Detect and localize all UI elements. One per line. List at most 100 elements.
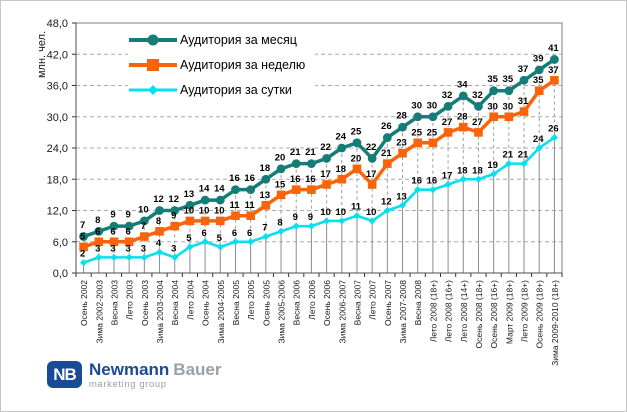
data-point-marker [155, 206, 164, 215]
logo-tagline: marketing group [89, 379, 167, 390]
svg-text:36,0: 36,0 [47, 81, 68, 93]
data-point-marker [382, 133, 392, 142]
data-point-marker [398, 148, 407, 158]
data-point-marker [337, 174, 347, 184]
svg-text:5: 5 [80, 231, 86, 242]
svg-text:6: 6 [201, 228, 206, 239]
data-point-marker [413, 112, 423, 122]
svg-text:20: 20 [351, 153, 362, 164]
data-point-marker [337, 143, 347, 153]
svg-text:26: 26 [548, 124, 559, 135]
svg-text:9: 9 [110, 210, 115, 221]
data-point-marker [291, 159, 301, 169]
svg-text:30,0: 30,0 [47, 112, 68, 124]
data-point-marker [109, 237, 119, 247]
logo-name-secondary: Bauer [173, 360, 222, 379]
legend-item-1: Аудитория за неделю [128, 52, 305, 77]
data-point-marker [185, 200, 195, 210]
svg-text:10: 10 [335, 207, 346, 218]
svg-text:11: 11 [229, 200, 240, 211]
data-point-marker [352, 138, 362, 148]
data-point-marker [367, 154, 377, 163]
svg-text:Зима 2005-2006: Зима 2005-2006 [277, 280, 287, 344]
data-point-marker [519, 107, 529, 116]
svg-text:Зима 2006-2007: Зима 2006-2007 [337, 280, 347, 344]
svg-text:13: 13 [396, 191, 407, 202]
svg-text:17: 17 [366, 169, 377, 180]
svg-text:48,0: 48,0 [47, 18, 68, 30]
svg-text:6: 6 [232, 228, 237, 239]
svg-text:3: 3 [141, 243, 146, 254]
svg-text:35: 35 [503, 74, 514, 85]
data-point-marker [413, 138, 423, 148]
data-point-marker [307, 222, 316, 230]
data-point-marker [246, 211, 255, 221]
svg-text:Зима 2003-2004: Зима 2003-2004 [155, 280, 165, 344]
data-point-marker [550, 75, 559, 85]
svg-text:16: 16 [244, 173, 255, 184]
svg-text:Лето 2003: Лето 2003 [125, 280, 135, 320]
svg-text:9: 9 [171, 211, 176, 222]
data-point-marker [428, 112, 438, 122]
svg-text:21: 21 [503, 150, 514, 161]
svg-text:9: 9 [308, 212, 313, 223]
data-point-marker [276, 164, 286, 174]
data-point-marker [291, 185, 301, 194]
svg-text:37: 37 [548, 65, 559, 76]
data-point-marker [458, 122, 468, 132]
logo-name: Newmann Bauer [89, 361, 221, 378]
data-point-marker [231, 211, 240, 221]
svg-text:Осень 2008 (18+): Осень 2008 (18+) [474, 280, 484, 349]
svg-text:25: 25 [427, 127, 438, 138]
drop-lines [83, 59, 555, 273]
data-point-marker [171, 253, 179, 261]
y-axis-labels: 48,0 42,0 36,0 30,0 24,0 18,0 12,0 6,0 0,0 [47, 18, 76, 280]
svg-text:Лето 2004: Лето 2004 [185, 280, 195, 320]
data-point-marker [215, 216, 225, 226]
data-point-marker [186, 243, 194, 251]
nb-logo-icon: NB [47, 361, 82, 388]
svg-text:28: 28 [457, 112, 468, 123]
series-line-0 [79, 55, 559, 241]
svg-text:11: 11 [245, 200, 256, 211]
svg-text:Осень 2009 (18+): Осень 2009 (18+) [535, 280, 545, 349]
svg-text:12: 12 [381, 197, 392, 208]
svg-text:22: 22 [320, 142, 331, 153]
svg-text:4: 4 [156, 238, 162, 249]
svg-text:11: 11 [351, 202, 362, 213]
data-point-marker [352, 164, 362, 174]
data-point-marker [535, 144, 543, 152]
data-point-marker [428, 138, 438, 148]
data-point-marker [307, 185, 316, 194]
svg-text:Лето 2006: Лето 2006 [307, 280, 317, 320]
x-axis-labels: Осень 2002 Зима 2002-2003 Весна 2003 Лето 2… [79, 280, 560, 366]
svg-text:Лето 2008 (14+): Лето 2008 (14+) [459, 280, 469, 342]
svg-text:18: 18 [260, 163, 271, 174]
svg-text:Весна 2003: Весна 2003 [109, 280, 119, 326]
svg-text:12: 12 [168, 194, 179, 205]
data-point-marker [155, 227, 164, 236]
data-point-marker [94, 237, 104, 247]
data-point-marker [383, 159, 392, 168]
svg-text:24: 24 [335, 132, 346, 143]
data-point-marker [215, 195, 225, 205]
svg-text:10: 10 [138, 204, 149, 215]
data-point-marker [231, 185, 240, 195]
svg-text:10: 10 [199, 205, 210, 216]
svg-text:Весна 2005: Весна 2005 [231, 280, 241, 326]
svg-text:34: 34 [457, 79, 468, 90]
svg-text:14: 14 [214, 184, 225, 195]
legend-item-0: Аудитория за месяц [128, 27, 305, 52]
svg-text:18: 18 [472, 165, 483, 176]
data-point-marker [94, 226, 104, 236]
svg-text:24: 24 [533, 134, 544, 145]
data-point-marker [216, 243, 224, 251]
svg-text:39: 39 [533, 53, 544, 64]
svg-text:6,0: 6,0 [53, 237, 68, 249]
svg-text:9: 9 [293, 212, 298, 223]
svg-text:30: 30 [411, 100, 422, 111]
data-point-marker [261, 174, 271, 184]
svg-text:18: 18 [335, 164, 346, 175]
svg-text:Лето 2008 (16+): Лето 2008 (16+) [444, 280, 454, 342]
